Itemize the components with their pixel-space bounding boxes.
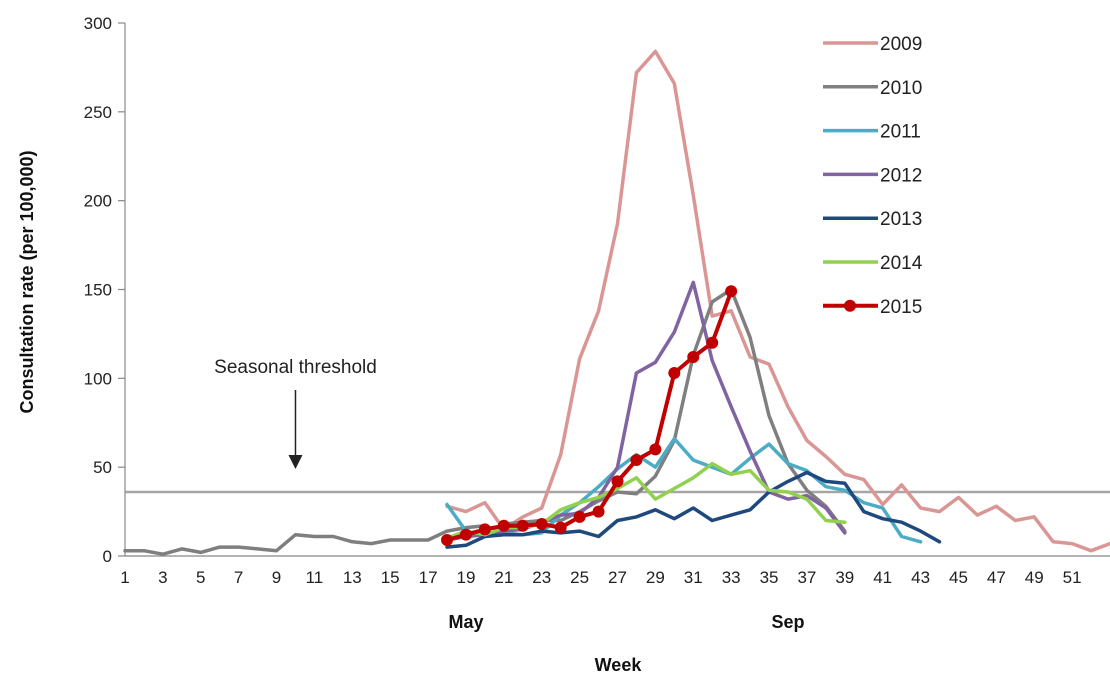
y-axis-title: Consultation rate (per 100,000) xyxy=(17,150,37,413)
x-tick-label: 19 xyxy=(457,568,476,587)
series-line-2013 xyxy=(445,470,942,549)
y-tick-label: 250 xyxy=(84,103,112,122)
legend-label: 2009 xyxy=(880,34,922,55)
series-line-2009 xyxy=(445,49,1110,553)
x-tick-label: 33 xyxy=(722,568,741,587)
series-line-2010-pre-season xyxy=(123,524,487,556)
x-tick-label: 11 xyxy=(306,568,324,587)
series-point-2015 xyxy=(592,505,605,518)
legend-label: 2011 xyxy=(880,122,921,143)
x-tick-label: 51 xyxy=(1063,568,1082,587)
series-layer xyxy=(123,49,1110,556)
x-tick-label: 13 xyxy=(343,568,362,587)
x-tick-label: 35 xyxy=(760,568,779,587)
x-tick-label: 17 xyxy=(419,568,438,587)
series-point-2015 xyxy=(441,534,454,547)
legend-label: 2012 xyxy=(880,165,922,186)
x-tick-label: 41 xyxy=(873,568,892,587)
legend-label: 2010 xyxy=(880,78,922,99)
x-tick-label: 39 xyxy=(835,568,854,587)
series-point-2015 xyxy=(630,454,643,467)
y-tick-label: 150 xyxy=(84,281,112,300)
x-tick-label: 31 xyxy=(684,568,703,587)
series-line-2015 xyxy=(445,289,734,542)
x-tick-label: 27 xyxy=(608,568,627,587)
series-point-2015 xyxy=(554,521,567,534)
y-tick-label: 50 xyxy=(93,458,112,477)
series-point-2015 xyxy=(516,519,529,532)
x-tick-label: 25 xyxy=(570,568,589,587)
y-tick-label: 0 xyxy=(103,547,112,566)
series-point-2015 xyxy=(649,443,662,456)
month-label: Sep xyxy=(771,612,804,632)
threshold-label: Seasonal threshold xyxy=(214,357,377,378)
legend-marker xyxy=(844,299,856,312)
series-point-2015 xyxy=(535,518,548,531)
legend-label: 2015 xyxy=(880,297,922,318)
x-tick-label: 23 xyxy=(532,568,551,587)
series-point-2015 xyxy=(668,367,681,380)
y-tick-label: 300 xyxy=(84,14,112,33)
series-point-2015 xyxy=(573,510,586,523)
series-point-2015 xyxy=(706,336,719,349)
y-tick-label: 100 xyxy=(84,369,112,388)
x-tick-label: 9 xyxy=(272,568,281,587)
x-tick-label: 37 xyxy=(797,568,816,587)
series-point-2015 xyxy=(459,528,472,541)
x-tick-label: 21 xyxy=(494,568,513,587)
series-point-2015 xyxy=(725,285,738,298)
series-line-2012 xyxy=(445,280,847,542)
series-point-2015 xyxy=(687,351,700,364)
series-point-2015 xyxy=(611,475,624,488)
x-tick-label: 15 xyxy=(381,568,400,587)
legend-label: 2013 xyxy=(880,209,922,230)
x-tick-label: 43 xyxy=(911,568,930,587)
y-tick-label: 200 xyxy=(84,192,112,211)
x-tick-label: 1 xyxy=(120,568,129,587)
x-tick-label: 3 xyxy=(158,568,167,587)
x-axis-title: Week xyxy=(595,655,643,675)
annotations: Seasonal threshold xyxy=(214,357,377,469)
x-tick-label: 45 xyxy=(949,568,968,587)
x-tick-label: 7 xyxy=(234,568,243,587)
x-tick-label: 49 xyxy=(1025,568,1044,587)
legend-label: 2014 xyxy=(880,253,923,274)
series-point-2015 xyxy=(497,519,510,532)
threshold-arrow-head xyxy=(288,455,303,469)
series-point-2015 xyxy=(478,523,491,536)
legend: 2009 2010 2011 2012 2013 2014 2015 xyxy=(823,34,923,318)
x-tick-label: 5 xyxy=(196,568,205,587)
x-tick-label: 29 xyxy=(646,568,665,587)
month-label: May xyxy=(448,612,483,632)
x-tick-label: 47 xyxy=(987,568,1006,587)
